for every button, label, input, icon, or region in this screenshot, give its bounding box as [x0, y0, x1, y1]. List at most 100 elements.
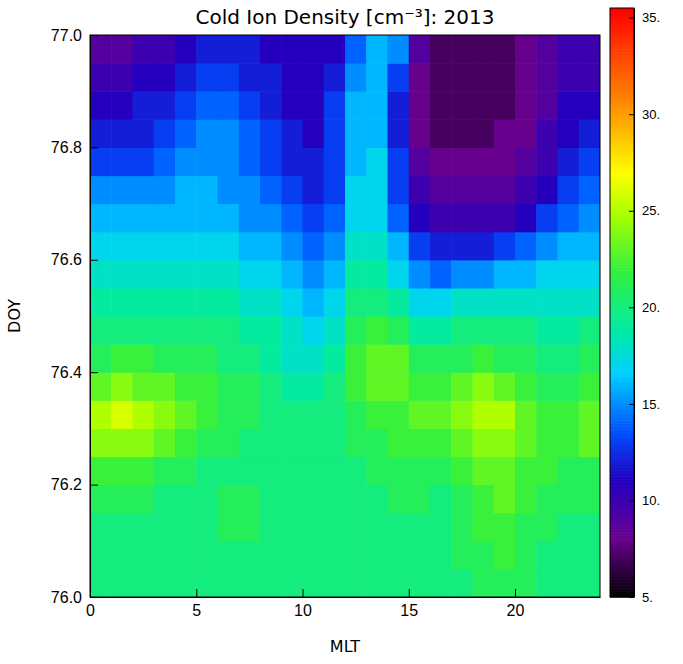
cell [473, 232, 495, 261]
cell [154, 204, 176, 233]
cell [175, 176, 197, 205]
cell [494, 260, 516, 289]
cell [196, 541, 218, 570]
cell [196, 316, 218, 345]
cell [579, 204, 600, 233]
tick-mark [90, 372, 98, 373]
cell [218, 119, 240, 148]
tick: 35. [629, 10, 660, 25]
cell [430, 344, 452, 373]
cell [154, 428, 176, 457]
cell [345, 457, 367, 486]
cell [473, 316, 495, 345]
cell [303, 344, 325, 373]
cell [451, 372, 473, 401]
cell [409, 344, 431, 373]
cell [324, 372, 346, 401]
cell [515, 372, 537, 401]
cell [303, 316, 325, 345]
cell [154, 569, 176, 597]
cell [133, 372, 155, 401]
tick: 15. [629, 397, 660, 412]
cell [579, 316, 600, 345]
cell [260, 428, 282, 457]
cell [175, 63, 197, 92]
cell [133, 91, 155, 120]
cell [90, 344, 112, 373]
cell [366, 260, 388, 289]
cell [494, 372, 516, 401]
cell [515, 344, 537, 373]
cell [324, 513, 346, 542]
tick: 30. [629, 107, 660, 122]
cell [366, 204, 388, 233]
cell [111, 91, 133, 120]
cell [366, 288, 388, 317]
cell [281, 457, 303, 486]
cell [494, 232, 516, 261]
cell [196, 260, 218, 289]
cell [558, 457, 580, 486]
cell [239, 428, 261, 457]
cell [515, 569, 537, 597]
cell [366, 176, 388, 205]
cell [154, 457, 176, 486]
cell [579, 119, 600, 148]
cell [196, 204, 218, 233]
cell [218, 485, 240, 514]
cell [366, 91, 388, 120]
cell [558, 204, 580, 233]
cell [409, 513, 431, 542]
cell [324, 35, 346, 64]
cell [558, 344, 580, 373]
cell [303, 91, 325, 120]
cell [260, 541, 282, 570]
cell [366, 541, 388, 570]
cell [388, 372, 410, 401]
cell [579, 147, 600, 176]
cell [388, 400, 410, 429]
cell [303, 176, 325, 205]
cell [175, 316, 197, 345]
cell [196, 428, 218, 457]
cell [133, 513, 155, 542]
cell [324, 288, 346, 317]
cell [451, 344, 473, 373]
cell [430, 400, 452, 429]
tick-mark [629, 597, 634, 598]
cell [366, 344, 388, 373]
cell [239, 569, 261, 597]
cell [473, 63, 495, 92]
cell [111, 485, 133, 514]
cell [451, 485, 473, 514]
cell [260, 260, 282, 289]
cell [536, 176, 558, 205]
cell [324, 485, 346, 514]
cell [515, 400, 537, 429]
cell [515, 428, 537, 457]
tick-label: 20. [642, 300, 660, 315]
cell [111, 457, 133, 486]
cell [473, 372, 495, 401]
cell [218, 288, 240, 317]
cell [303, 513, 325, 542]
tick-label: 10. [642, 493, 660, 508]
cell [111, 344, 133, 373]
cell [239, 260, 261, 289]
cell [260, 91, 282, 120]
cell [388, 288, 410, 317]
cell [494, 288, 516, 317]
cell [90, 457, 112, 486]
cell [260, 316, 282, 345]
cell [473, 485, 495, 514]
cell [111, 232, 133, 261]
tick-mark [90, 260, 98, 261]
cell [196, 457, 218, 486]
axis-line [90, 36, 91, 598]
cell [579, 513, 600, 542]
cell [218, 147, 240, 176]
cell [111, 372, 133, 401]
cell [451, 147, 473, 176]
cell [451, 316, 473, 345]
cell [260, 63, 282, 92]
